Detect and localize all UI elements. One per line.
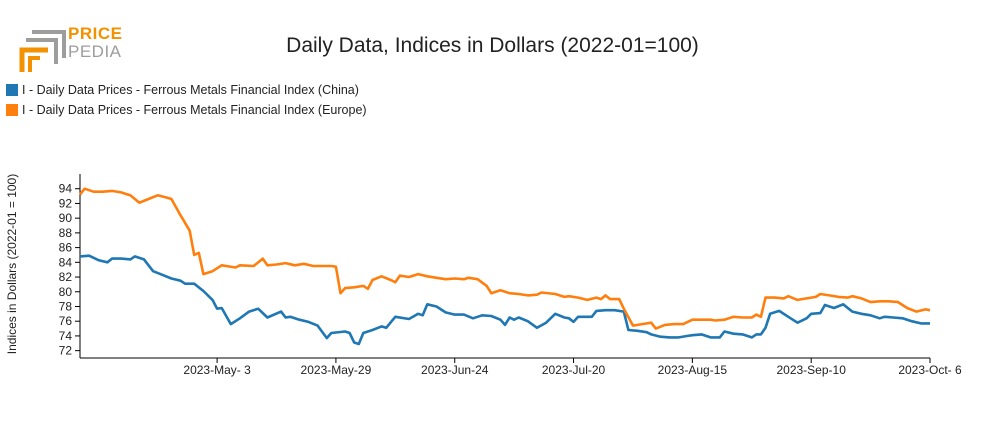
- y-tick-label: 86: [59, 241, 73, 255]
- logo-text-pedia: PEDIA: [68, 42, 122, 61]
- logo-mark-icon: [19, 30, 66, 72]
- y-tick-label: 94: [59, 182, 73, 196]
- y-tick-label: 84: [59, 255, 73, 269]
- series-line-europe[interactable]: [78, 187, 931, 330]
- x-tick-label: 2023-Oct- 6: [898, 363, 962, 377]
- legend-swatch-europe: [6, 104, 18, 116]
- chart-title: Daily Data, Indices in Dollars (2022-01=…: [286, 34, 699, 57]
- x-tick-label: 2023-Jun-24: [421, 363, 489, 377]
- y-tick-label: 74: [59, 329, 73, 343]
- y-tick-label: 88: [59, 226, 73, 240]
- y-tick-label: 92: [59, 196, 73, 210]
- legend-label-china: I - Daily Data Prices - Ferrous Metals F…: [22, 83, 359, 97]
- x-tick-label: 2023-Sep-10: [776, 363, 846, 377]
- y-tick-label: 80: [59, 285, 73, 299]
- logo-text-price: PRICE: [68, 24, 123, 43]
- x-tick-label: 2023-Jul-20: [542, 363, 606, 377]
- legend-label-europe: I - Daily Data Prices - Ferrous Metals F…: [22, 103, 367, 117]
- legend-item-europe[interactable]: I - Daily Data Prices - Ferrous Metals F…: [6, 100, 367, 120]
- x-tick-label: 2023-May- 3: [183, 363, 251, 377]
- y-axis-label: Indices in Dollars (2022-01 = 100): [5, 174, 19, 354]
- y-tick-label: 72: [59, 344, 73, 358]
- legend: I - Daily Data Prices - Ferrous Metals F…: [6, 80, 367, 120]
- legend-item-china[interactable]: I - Daily Data Prices - Ferrous Metals F…: [6, 80, 367, 100]
- y-tick-label: 78: [59, 299, 73, 313]
- y-tick-label: 76: [59, 314, 73, 328]
- x-axis: 2023-May- 3 2023-May-29 2023-Jun-24 2023-Ju…: [80, 357, 962, 377]
- y-tick-label: 90: [59, 211, 73, 225]
- y-tick-label: 82: [59, 270, 73, 284]
- x-tick-label: 2023-Aug-15: [658, 363, 728, 377]
- pricepedia-logo: PRICE PEDIA: [18, 24, 128, 74]
- series-layer: [78, 187, 931, 346]
- x-tick-label: 2023-May-29: [301, 363, 372, 377]
- series-line-china[interactable]: [79, 254, 930, 346]
- legend-swatch-china: [6, 84, 18, 96]
